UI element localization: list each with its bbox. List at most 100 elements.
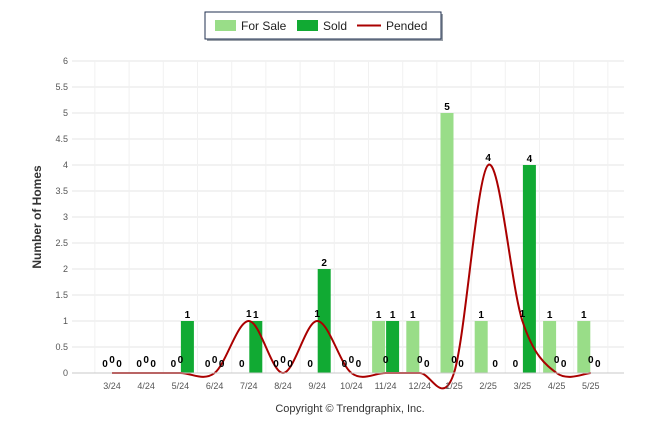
- x-tick-label: 6/24: [206, 381, 224, 391]
- bars: [180, 113, 591, 373]
- for-sale-data-label: 1: [376, 310, 382, 321]
- y-axis-title: Number of Homes: [30, 165, 44, 269]
- x-tick-label: 3/25: [514, 381, 532, 391]
- pended-data-label: 0: [178, 355, 184, 366]
- x-tick-label: 3/24: [103, 381, 121, 391]
- for-sale-data-label: 1: [410, 310, 416, 321]
- sold-data-label: 2: [321, 258, 327, 269]
- pended-data-label: 1: [520, 309, 526, 320]
- y-tick-label: 5: [63, 108, 68, 118]
- x-tick-label: 10/24: [340, 381, 363, 391]
- copyright-credit: Copyright © Trendgraphix, Inc.: [275, 403, 424, 415]
- sold-data-label: 0: [458, 359, 464, 370]
- sold-data-label: 0: [561, 359, 567, 370]
- sold-data-label: 0: [492, 359, 498, 370]
- y-tick-label: 4: [63, 160, 68, 170]
- y-tick-label: 3: [63, 212, 68, 222]
- for-sale-data-label: 0: [171, 359, 177, 370]
- y-tick-label: 4.5: [55, 134, 68, 144]
- y-tick-label: 0.5: [55, 342, 68, 352]
- x-tick-label: 5/24: [172, 381, 190, 391]
- sold-data-label: 0: [356, 359, 362, 370]
- y-tick-label: 1: [63, 316, 68, 326]
- pended-data-label: 0: [417, 355, 423, 366]
- for-sale-data-label: 0: [205, 359, 211, 370]
- pended-line: [112, 163, 591, 390]
- for-sale-data-label: 0: [136, 359, 142, 370]
- pended-data-label: 0: [109, 355, 115, 366]
- sold-bar: [386, 321, 400, 373]
- legend-swatch-for-sale: [215, 20, 236, 31]
- legend: For Sale Sold Pended: [204, 11, 443, 41]
- for-sale-bar: [440, 113, 454, 373]
- for-sale-data-label: 1: [547, 310, 553, 321]
- sold-data-label: 0: [219, 359, 225, 370]
- x-tick-label: 7/24: [240, 381, 258, 391]
- for-sale-bar: [406, 321, 420, 373]
- y-tick-label: 2.5: [55, 238, 68, 248]
- y-tick-label: 5.5: [55, 82, 68, 92]
- for-sale-data-label: 0: [273, 359, 279, 370]
- pended-data-label: 0: [280, 355, 286, 366]
- pended-data-label: 0: [349, 355, 355, 366]
- pended-line-group: [112, 163, 591, 390]
- pended-data-label: 0: [143, 355, 149, 366]
- legend-label-for-sale: For Sale: [241, 19, 287, 33]
- for-sale-bar: [543, 321, 557, 373]
- sold-data-label: 1: [390, 310, 396, 321]
- for-sale-data-label: 0: [513, 359, 519, 370]
- sold-data-label: 1: [185, 310, 191, 321]
- axes: 0 0.5 1 1.5 2 2.5 3 3.5 4 4.5 5 5.5 6 3/24 4/24 5/24 6/2…: [55, 56, 624, 391]
- sold-bar: [317, 269, 331, 373]
- pended-data-label: 1: [246, 309, 252, 320]
- x-tick-label: 2/25: [479, 381, 497, 391]
- sold-data-label: 0: [116, 359, 122, 370]
- x-tick-label: 11/24: [375, 381, 397, 391]
- legend-label-sold: Sold: [323, 19, 347, 33]
- for-sale-data-label: 5: [444, 102, 450, 113]
- sold-data-label: 0: [150, 359, 156, 370]
- legend-swatch-sold: [297, 20, 318, 31]
- for-sale-data-label: 0: [239, 359, 245, 370]
- for-sale-bar: [372, 321, 386, 373]
- pended-data-label: 4: [485, 153, 491, 164]
- x-tick-label: 4/24: [137, 381, 155, 391]
- y-tick-label: 2: [63, 264, 68, 274]
- for-sale-bar: [474, 321, 488, 373]
- pended-data-label: 0: [554, 355, 560, 366]
- x-tick-label: 4/25: [548, 381, 566, 391]
- for-sale-data-label: 0: [307, 359, 313, 370]
- sold-data-label: 0: [595, 359, 601, 370]
- for-sale-data-label: 0: [102, 359, 108, 370]
- pended-data-label: 0: [451, 355, 457, 366]
- pended-data-label: 0: [588, 355, 594, 366]
- y-tick-label: 3.5: [55, 186, 68, 196]
- pended-data-label: 0: [212, 355, 218, 366]
- sold-data-label: 0: [287, 359, 293, 370]
- x-tick-label: 12/24: [409, 381, 432, 391]
- x-tick-label: 1/25: [445, 381, 463, 391]
- sold-data-label: 4: [527, 154, 533, 165]
- y-tick-label: 1.5: [55, 290, 68, 300]
- for-sale-bar: [577, 321, 591, 373]
- x-tick-label: 5/25: [582, 381, 600, 391]
- for-sale-data-label: 1: [478, 310, 484, 321]
- x-tick-label: 9/24: [308, 381, 326, 391]
- x-tick-label: 8/24: [274, 381, 292, 391]
- sold-data-label: 1: [253, 310, 259, 321]
- y-tick-label: 6: [63, 56, 68, 66]
- sold-bar: [180, 321, 194, 373]
- for-sale-data-label: 1: [581, 310, 587, 321]
- pended-data-label: 1: [314, 309, 320, 320]
- sold-bar: [522, 165, 536, 373]
- sold-bar: [249, 321, 263, 373]
- legend-label-pended: Pended: [386, 19, 427, 33]
- legend-box: [204, 11, 442, 40]
- y-tick-label: 0: [63, 368, 68, 378]
- grid: [72, 60, 624, 374]
- sold-data-label: 0: [424, 359, 430, 370]
- pended-data-label: 0: [383, 355, 389, 366]
